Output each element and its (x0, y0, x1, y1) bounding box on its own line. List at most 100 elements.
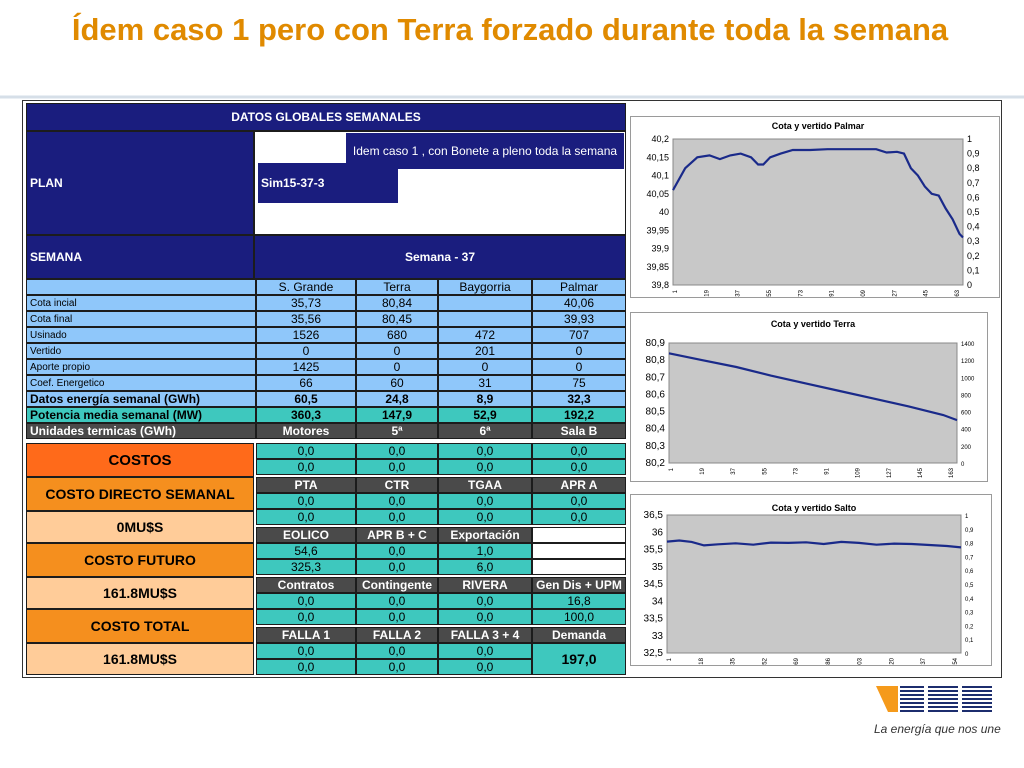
chart-title: Cota y vertido Salto (772, 503, 857, 513)
x-tick-label: 19 (700, 467, 706, 474)
row-value: 32,3 (532, 391, 626, 407)
x-tick-label: 73 (793, 467, 799, 474)
y-tick-label: 40,05 (646, 189, 669, 199)
row-value: 35,56 (256, 311, 356, 327)
y-tick-label: 80,9 (646, 338, 666, 349)
y2-tick-label: 0,4 (965, 597, 974, 603)
grid-value: 0,0 (438, 609, 532, 625)
y-tick-label: 33 (652, 631, 664, 642)
grid-header: Contingente (356, 577, 438, 593)
row-value: 201 (438, 343, 532, 359)
x-tick-label: 109 (856, 467, 862, 478)
grid-value: 6,0 (438, 559, 532, 575)
grid-value: 0,0 (356, 493, 438, 509)
y2-tick-label: 800 (961, 393, 972, 399)
row-value: 80,84 (356, 295, 438, 311)
row-label: Datos energía semanal (GWh) (26, 391, 256, 407)
row-value: 680 (356, 327, 438, 343)
chart-terra: Cota y vertido Terra 80,9 80,8 80,7 80,6 80,5… (630, 312, 988, 482)
slogan: La energía que nos une (874, 722, 1001, 736)
grid-value: 0,0 (256, 609, 356, 625)
chart-svg: Cota y vertido Salto 36,5 36 35,5 35 34,5 34 33… (644, 503, 974, 665)
row-value: 80,45 (356, 311, 438, 327)
ute-logo (868, 678, 1018, 758)
y2-tick-label: 600 (961, 411, 972, 417)
row-value: 60 (356, 375, 438, 391)
y2-tick-label: 0,5 (967, 207, 980, 217)
grid-header: RIVERA (438, 577, 532, 593)
grid-value: 0,0 (438, 509, 532, 525)
row-value: 0 (532, 359, 626, 375)
x-tick-label: 1 (667, 657, 673, 661)
grid-header: Demanda (532, 627, 626, 643)
y-tick-label: 40,15 (646, 152, 669, 162)
semana-value: Semana - 37 (254, 235, 626, 279)
row-value: Motores (256, 423, 356, 439)
semana-label: SEMANA (26, 235, 254, 279)
x-tick-label: 91 (830, 289, 836, 296)
grid-header: APR B + C (356, 527, 438, 543)
grid-value: 0,0 (532, 493, 626, 509)
grid-value: 0,0 (532, 509, 626, 525)
y-tick-label: 36 (652, 527, 664, 538)
costo-directo-value: 0MU$S (26, 511, 254, 543)
grid-value: 0,0 (356, 509, 438, 525)
y-tick-label: 33,5 (644, 614, 664, 625)
row-value: 0 (438, 359, 532, 375)
y-tick-label: 80,6 (646, 389, 666, 400)
row-value: 8,9 (438, 391, 532, 407)
column-header: S. Grande (256, 279, 356, 295)
series-line (672, 148, 964, 239)
grid-value: 0,0 (356, 593, 438, 609)
grid-header: EOLICO (256, 527, 356, 543)
y2-tick-label: 0,5 (965, 583, 974, 589)
grid-header: CTR (356, 477, 438, 493)
chart-palmar: Cota y vertido Palmar 40,2 40,15 40,1 40,05 4… (630, 116, 1000, 298)
y2-tick-label: 0,3 (967, 236, 980, 246)
row-value: 24,8 (356, 391, 438, 407)
x-tick-label: 55 (767, 289, 773, 296)
grid-value: 1,0 (438, 543, 532, 559)
x-tick-label: 1 (673, 289, 679, 293)
y2-tick-label: 0,7 (967, 178, 980, 188)
x-tick-label: 86 (826, 657, 832, 664)
grid-header: APR A (532, 477, 626, 493)
y2-tick-label: 0,9 (965, 528, 974, 534)
x-tick-label: 52 (762, 657, 768, 664)
y2-tick-label: 0,9 (967, 149, 980, 159)
x-tick-label: 163 (955, 289, 961, 297)
y-tick-label: 80,8 (646, 355, 666, 366)
y2-tick-label: 0,6 (967, 192, 980, 202)
row-value: Sala B (532, 423, 626, 439)
y2-tick-label: 1 (965, 514, 969, 520)
grid-value: 0,0 (532, 443, 626, 459)
costo-futuro-label: COSTO FUTURO (26, 543, 254, 577)
y-tick-label: 32,5 (644, 648, 664, 659)
x-tick-label: 37 (736, 289, 742, 296)
column-header: Baygorria (438, 279, 532, 295)
y2-tick-label: 200 (961, 445, 972, 451)
grid-value: 0,0 (438, 443, 532, 459)
x-tick-label: 19 (704, 289, 710, 296)
x-tick-label: 37 (731, 467, 737, 474)
plan-label: PLAN (26, 131, 254, 235)
row-value (438, 295, 532, 311)
series-line (668, 352, 958, 422)
costo-total-value: 161.8MU$S (26, 643, 254, 675)
row-value: 1425 (256, 359, 356, 375)
row-value: 39,93 (532, 311, 626, 327)
y-tick-label: 35,5 (644, 545, 664, 556)
row-value: 360,3 (256, 407, 356, 423)
plan-description: Idem caso 1 , con Bonete a pleno toda la… (346, 133, 624, 169)
row-label: Cota final (26, 311, 256, 327)
row-label: Unidades termicas (GWh) (26, 423, 256, 439)
row-value: 707 (532, 327, 626, 343)
row-label: Coef. Energetico (26, 375, 256, 391)
row-value: 31 (438, 375, 532, 391)
grid-header: FALLA 3 + 4 (438, 627, 532, 643)
ute-logo-icon (876, 686, 992, 712)
y2-tick-label: 0,1 (967, 265, 980, 275)
y-tick-label: 40,2 (651, 134, 669, 144)
costo-total-label: COSTO TOTAL (26, 609, 254, 643)
row-value: 6ª (438, 423, 532, 439)
